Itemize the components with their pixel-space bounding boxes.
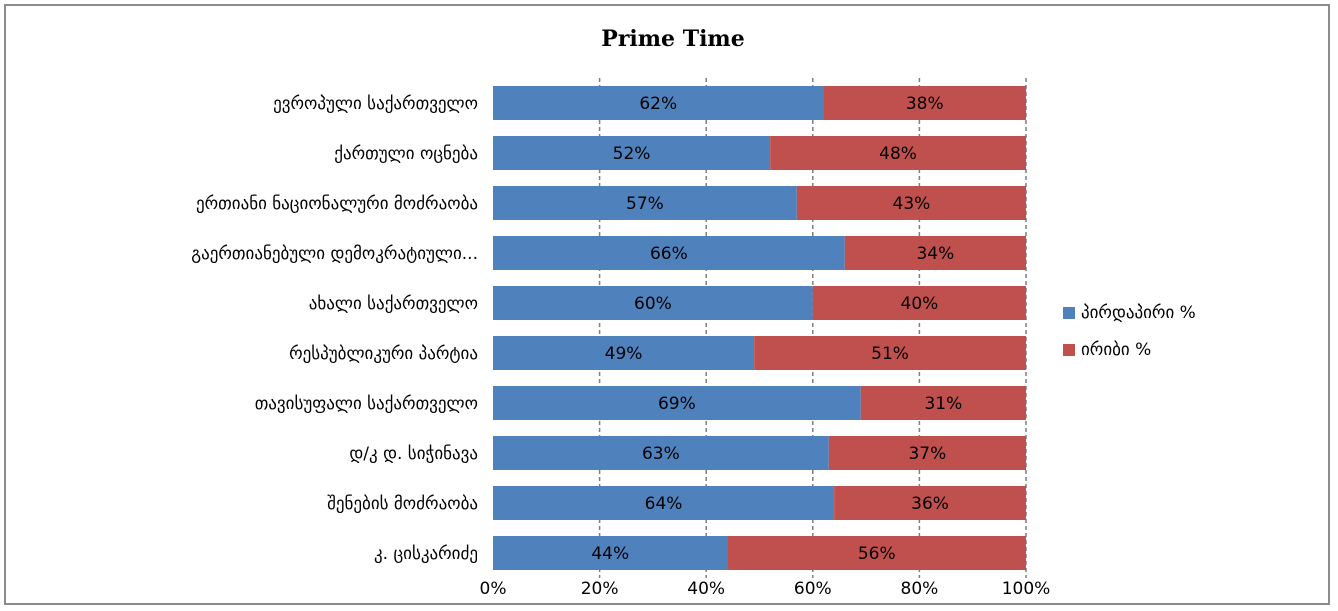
bar-indirect <box>754 336 1026 370</box>
legend-swatch <box>1063 344 1075 356</box>
bar-indirect <box>860 386 1026 420</box>
bar-indirect <box>844 236 1026 270</box>
legend-swatch <box>1063 307 1075 319</box>
data-label: 69% <box>658 394 696 414</box>
data-label: 57% <box>626 194 664 214</box>
x-tick-label: 100% <box>1002 579 1051 599</box>
category-label: გაერთიანებული დემოკრატიული... <box>191 244 478 264</box>
data-label: 44% <box>591 544 629 564</box>
data-label: 34% <box>916 244 954 264</box>
data-label: 51% <box>871 344 909 364</box>
x-tick-label: 40% <box>687 579 725 599</box>
bar-indirect <box>770 136 1026 170</box>
data-label: 66% <box>650 244 688 264</box>
x-tick-label: 60% <box>794 579 832 599</box>
legend-label: პირდაპირი % <box>1081 303 1196 323</box>
bar-indirect <box>796 186 1026 220</box>
data-label: 48% <box>879 144 917 164</box>
bar-direct <box>493 386 861 420</box>
data-label: 37% <box>908 444 946 464</box>
bar-indirect <box>828 436 1026 470</box>
category-label: დ/კ დ. სიჭინავა <box>349 444 478 464</box>
legend-label: ირიბი % <box>1081 340 1151 360</box>
data-label: 43% <box>893 194 931 214</box>
bar-direct <box>493 136 771 170</box>
chart-title: Prime Time <box>601 26 744 52</box>
bar-indirect <box>812 286 1026 320</box>
bar-direct <box>493 286 813 320</box>
bar-direct <box>493 86 824 120</box>
category-label: ერთიანი ნაციონალური მოძრაობა <box>196 194 478 214</box>
bar-indirect <box>727 536 1026 570</box>
category-label: კ. ცისკარიძე <box>374 544 478 564</box>
bar-direct <box>493 536 728 570</box>
bar-direct <box>493 236 845 270</box>
data-label: 31% <box>924 394 962 414</box>
data-label: 64% <box>645 494 683 514</box>
category-label: ევროპული საქართველო <box>273 94 478 114</box>
data-label: 38% <box>906 94 944 114</box>
category-label: ქართული ოცნება <box>334 144 478 164</box>
data-label: 52% <box>613 144 651 164</box>
data-label: 40% <box>901 294 939 314</box>
bar-direct <box>493 486 835 520</box>
category-label: თავისუფალი საქართველო <box>255 394 478 414</box>
data-label: 36% <box>911 494 949 514</box>
data-label: 60% <box>634 294 672 314</box>
data-label: 56% <box>858 544 896 564</box>
category-label: რესპუბლიკური პარტია <box>289 344 478 364</box>
bar-direct <box>493 436 829 470</box>
data-label: 62% <box>639 94 677 114</box>
x-tick-label: 0% <box>480 579 507 599</box>
x-tick-label: 20% <box>581 579 619 599</box>
bar-direct <box>493 336 755 370</box>
category-label: შენების მოძრაობა <box>327 494 478 514</box>
x-tick-label: 80% <box>901 579 939 599</box>
bar-direct <box>493 186 797 220</box>
data-label: 63% <box>642 444 680 464</box>
bar-indirect <box>834 486 1026 520</box>
data-label: 49% <box>605 344 643 364</box>
category-label: ახალი საქართველო <box>309 294 478 314</box>
bar-indirect <box>823 86 1026 120</box>
